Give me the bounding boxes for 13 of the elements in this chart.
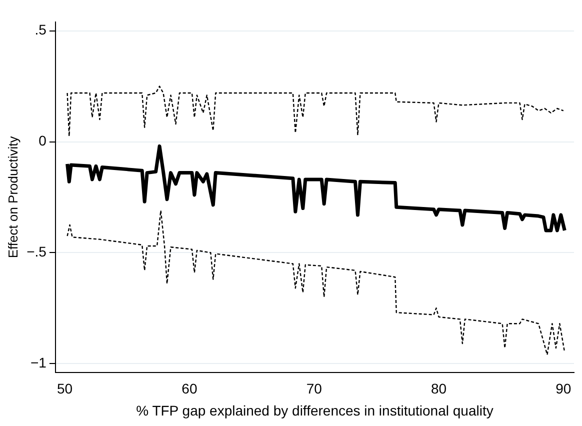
x-tick-label: 60: [182, 380, 198, 397]
x-tick-label: 90: [556, 380, 572, 397]
line-series: [66, 210, 566, 356]
y-tick-label: −1: [30, 354, 47, 370]
y-tick-label: −.5: [26, 244, 47, 260]
x-tick-label: 50: [57, 380, 73, 397]
x-tick-label: 70: [306, 380, 322, 397]
x-axis-title: % TFP gap explained by differences in institutional quality: [136, 402, 494, 418]
x-tick-label: 80: [430, 380, 447, 397]
y-tick-label: .5: [34, 22, 47, 38]
y-axis-title: Effect on Productivity: [5, 136, 20, 258]
y-tick-label: 0: [38, 132, 47, 149]
line-series: [66, 86, 564, 137]
